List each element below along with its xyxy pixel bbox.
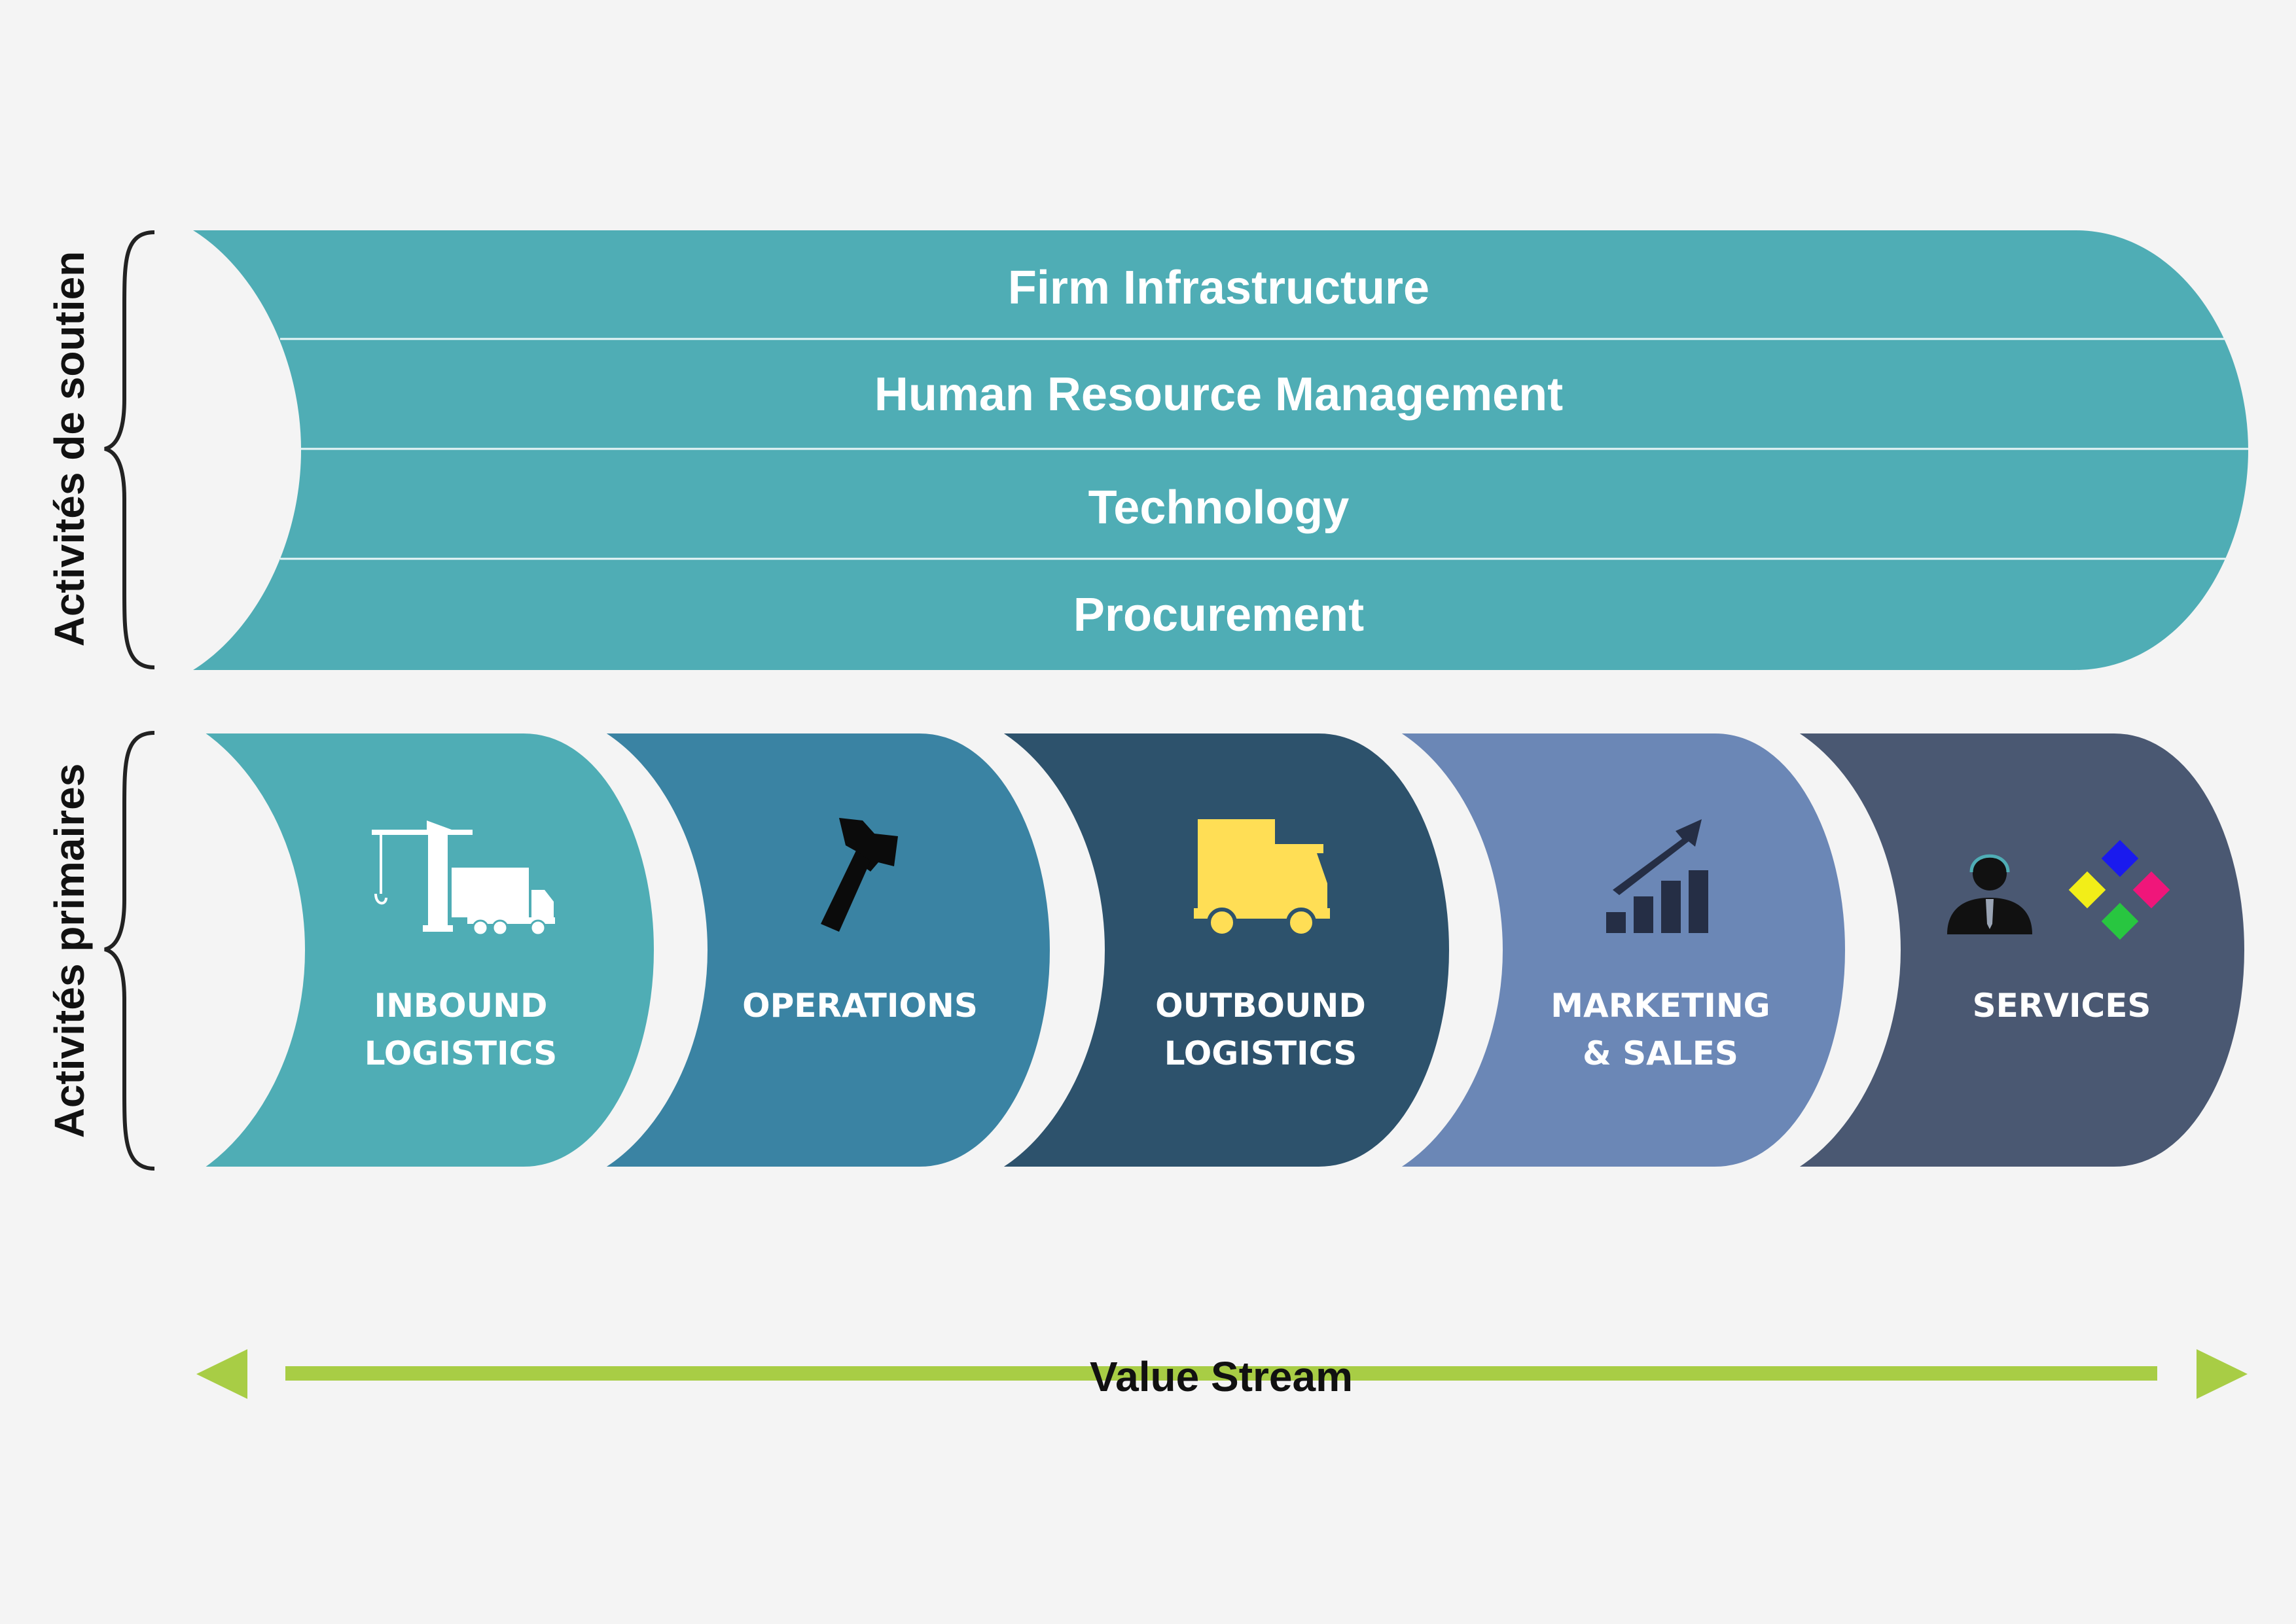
value-stream: Value Stream (196, 1349, 2248, 1400)
value-stream-right-arrowhead (2197, 1349, 2248, 1399)
crane-truck-icon (372, 821, 555, 936)
delivery-truck-icon (1194, 819, 1330, 938)
inbound-logistics-segment (179, 726, 662, 1174)
value-stream-bar (285, 1366, 2157, 1381)
inbound-logistics-label-line2: LOGISTICS (365, 1034, 558, 1072)
support-activity-hr-management: Human Resource Management (874, 368, 1563, 421)
marketing-sales-segment (1386, 726, 1854, 1174)
support-activities-band: Firm Infrastructure Human Resource Manag… (193, 230, 2248, 670)
outbound-logistics-label-line2: LOGISTICS (1164, 1034, 1357, 1072)
support-activity-firm-infrastructure: Firm Infrastructure (1008, 262, 1429, 314)
primary-side-label: Activités primaires (46, 764, 93, 1139)
primary-activity-operations: OPERATIONS (590, 726, 1058, 1174)
support-brace-group: Activités de soutien (46, 230, 155, 669)
outbound-logistics-segment (988, 726, 1458, 1174)
support-activity-procurement: Procurement (1073, 589, 1364, 641)
primary-brace (104, 731, 155, 1171)
outbound-logistics-label-line1: OUTBOUND (1155, 987, 1366, 1025)
value-stream-left-arrowhead (196, 1349, 247, 1399)
primary-activity-outbound-logistics: OUTBOUND LOGISTICS (988, 726, 1458, 1174)
services-label-line1: SERVICES (1973, 987, 2151, 1025)
growth-chart-icon (1606, 819, 1708, 933)
primary-activities-row: SERVICES MARKETING & SALES (179, 726, 2253, 1174)
value-stream-label: Value Stream (1090, 1353, 1353, 1400)
colored-diamonds-icon (2068, 839, 2170, 940)
inbound-logistics-label-line1: INBOUND (374, 987, 547, 1025)
support-side-label: Activités de soutien (46, 251, 93, 647)
operations-segment (590, 726, 1058, 1174)
operations-label-line1: OPERATIONS (742, 987, 978, 1025)
hammer-icon (821, 818, 898, 932)
marketing-sales-label-line2: & SALES (1583, 1034, 1738, 1072)
primary-activity-marketing-sales: MARKETING & SALES (1386, 726, 1854, 1174)
support-activity-technology: Technology (1088, 482, 1350, 534)
support-band-shape (193, 230, 2248, 670)
marketing-sales-label-line1: MARKETING (1551, 987, 1770, 1025)
services-segment (1784, 726, 2253, 1174)
support-agent-icon (1947, 854, 2032, 934)
primary-activity-inbound-logistics: INBOUND LOGISTICS (179, 726, 662, 1174)
support-brace (104, 230, 155, 669)
primary-activity-services: SERVICES (1784, 726, 2253, 1174)
primary-brace-group: Activités primaires (46, 731, 155, 1171)
